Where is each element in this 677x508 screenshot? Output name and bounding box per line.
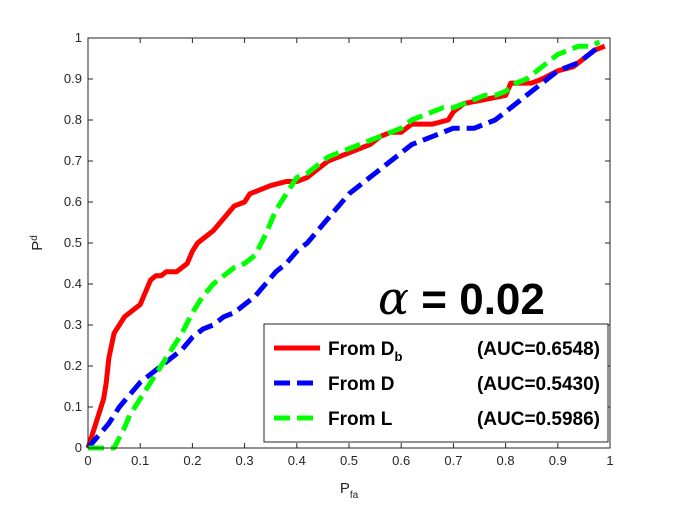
- x-tick-label: 0.5: [340, 453, 358, 468]
- legend-auc-1: (AUC=0.6548): [477, 339, 600, 360]
- y-tick-label: 0.2: [64, 358, 82, 373]
- y-tick-label: 0.5: [64, 235, 82, 250]
- legend-label-3: From L: [328, 409, 393, 430]
- x-tick-label: 0.6: [392, 453, 410, 468]
- y-tick-label: 0.3: [64, 317, 82, 332]
- x-tick-label: 0.1: [131, 453, 149, 468]
- x-tick-label: 0.2: [183, 453, 201, 468]
- y-tick-label: 0.7: [64, 153, 82, 168]
- y-tick-label: 0.6: [64, 194, 82, 209]
- x-axis-label: Pfa: [340, 480, 359, 501]
- y-tick-label: 1: [75, 30, 82, 45]
- x-tick-label: 0.3: [236, 453, 254, 468]
- tick-layer: 0 0.1 0.2 0.3 0.4 0.5 0.6 0.7 0.8 0.9 1 0 0.1 0.2 0.3 0…: [64, 30, 614, 468]
- y-tick-label: 0.8: [64, 112, 82, 127]
- legend-label-1: From Db: [328, 339, 403, 364]
- y-tick-label: 0.9: [64, 71, 82, 86]
- legend-auc-2: (AUC=0.5430): [477, 374, 600, 395]
- x-tick-label: 0.4: [288, 453, 306, 468]
- x-tick-label: 0.7: [444, 453, 462, 468]
- x-tick-label: 0.9: [549, 453, 567, 468]
- x-tick-label: 1: [606, 453, 613, 468]
- y-tick-label: 0.4: [64, 276, 82, 291]
- alpha-annotation: α = 0.02: [378, 271, 545, 325]
- series-layer: [85, 39, 606, 451]
- y-tick-label: 0: [75, 440, 82, 455]
- legend-auc-3: (AUC=0.5986): [477, 409, 600, 430]
- series-line-3: [88, 39, 601, 451]
- x-tick-label: 0: [84, 453, 91, 468]
- legend-label-2: From D: [328, 374, 395, 395]
- y-axis-label: Pd: [29, 235, 46, 251]
- legend: From Db (AUC=0.6548) From D (AUC=0.5430) Fro…: [263, 323, 609, 443]
- series-line-2: [86, 44, 602, 450]
- y-tick-label: 0.1: [64, 399, 82, 414]
- x-tick-label: 0.8: [497, 453, 515, 468]
- legend-box: [263, 323, 609, 443]
